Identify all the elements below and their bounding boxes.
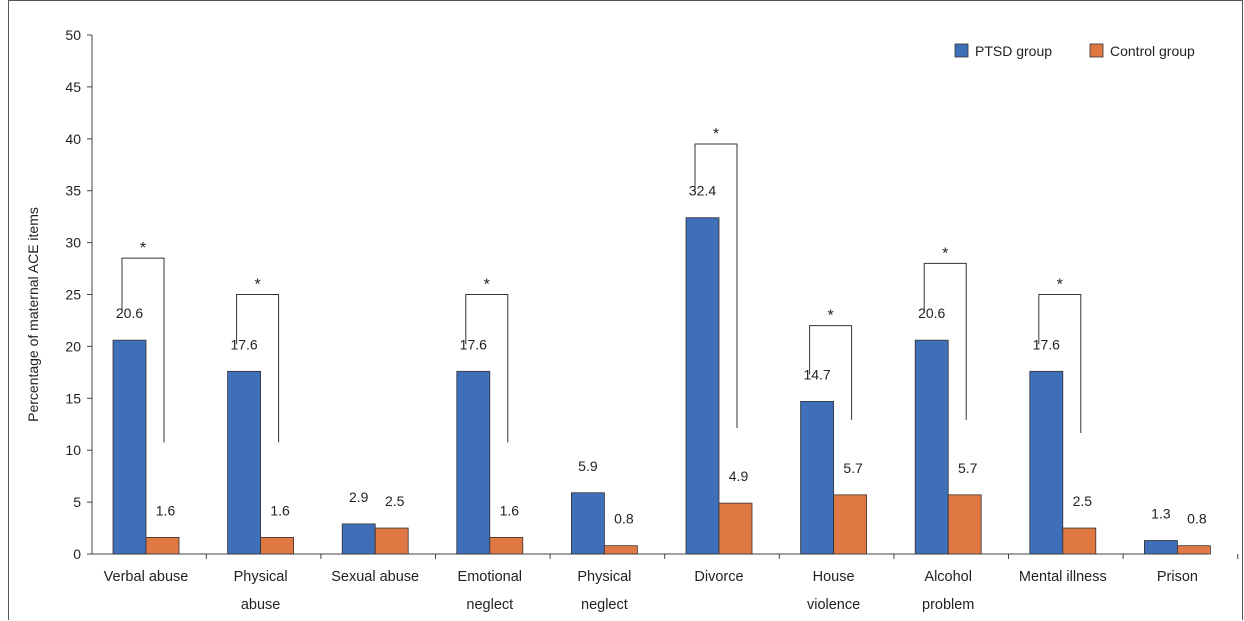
value-label-control-0: 1.6 xyxy=(156,502,176,518)
category-label-8: Mental illness xyxy=(1019,569,1107,585)
y-tick-label: 35 xyxy=(65,183,81,199)
category-label-4: Physical xyxy=(577,569,631,585)
bar-control-1 xyxy=(260,536,295,555)
bar-control-7 xyxy=(947,494,982,555)
y-axis-title: Percentage of maternal ACE items xyxy=(25,207,41,422)
bar-control-5 xyxy=(718,502,753,555)
y-tick-label: 50 xyxy=(65,27,81,43)
value-label-ptsd-3: 17.6 xyxy=(460,336,487,352)
category-label-6: House xyxy=(813,569,855,585)
category-label-4: neglect xyxy=(581,597,628,613)
bar-control-3 xyxy=(489,536,524,555)
y-tick-label: 10 xyxy=(65,442,81,458)
y-tick-label: 30 xyxy=(65,235,81,251)
significance-star-0: * xyxy=(140,240,146,257)
significance-star-1: * xyxy=(254,277,260,294)
bar-ptsd-2 xyxy=(341,523,376,555)
value-label-ptsd-5: 32.4 xyxy=(689,183,716,199)
value-label-ptsd-4: 5.9 xyxy=(578,458,598,474)
bar-ptsd-4 xyxy=(571,492,605,555)
value-label-control-5: 4.9 xyxy=(729,468,749,484)
category-label-2: Sexual abuse xyxy=(331,569,419,585)
legend-label-0: PTSD group xyxy=(975,43,1052,59)
bar-ptsd-0 xyxy=(112,339,147,555)
bar-ptsd-5 xyxy=(685,217,720,555)
category-label-7: problem xyxy=(922,597,974,613)
significance-bracket-3 xyxy=(465,294,509,443)
bar-control-6 xyxy=(833,494,867,555)
bar-ptsd-9 xyxy=(1144,540,1178,555)
bar-control-9 xyxy=(1177,545,1211,555)
category-label-1: abuse xyxy=(241,597,281,613)
category-label-6: violence xyxy=(807,597,860,613)
bar-control-2 xyxy=(374,527,409,555)
significance-star-7: * xyxy=(942,245,948,262)
bar-ptsd-7 xyxy=(914,339,949,555)
significance-star-6: * xyxy=(827,308,833,325)
bar-ptsd-6 xyxy=(800,401,834,555)
value-label-ptsd-6: 14.7 xyxy=(803,366,830,382)
significance-star-8: * xyxy=(1057,277,1063,294)
category-label-5: Divorce xyxy=(694,569,743,585)
figure-frame xyxy=(8,0,1243,620)
category-label-1: Physical xyxy=(234,569,288,585)
category-label-7: Alcohol xyxy=(924,569,972,585)
value-label-control-7: 5.7 xyxy=(958,460,978,476)
value-label-control-3: 1.6 xyxy=(500,502,520,518)
value-label-control-4: 0.8 xyxy=(614,511,634,527)
value-label-ptsd-0: 20.6 xyxy=(116,305,143,321)
significance-bracket-8 xyxy=(1038,294,1082,434)
bar-ptsd-3 xyxy=(456,370,491,555)
significance-star-3: * xyxy=(484,277,490,294)
bar-ptsd-8 xyxy=(1029,370,1064,555)
bar-ptsd-1 xyxy=(227,370,262,555)
y-tick-label: 45 xyxy=(65,79,81,95)
value-label-ptsd-2: 2.9 xyxy=(349,489,369,505)
y-tick-label: 0 xyxy=(73,546,81,562)
significance-star-5: * xyxy=(713,126,719,143)
value-label-control-6: 5.7 xyxy=(843,460,863,476)
significance-bracket-6 xyxy=(809,325,853,420)
category-label-3: neglect xyxy=(466,597,513,613)
y-tick-label: 20 xyxy=(65,338,81,354)
category-label-9: Prison xyxy=(1157,569,1198,585)
y-tick-label: 5 xyxy=(73,494,81,510)
y-tick-label: 15 xyxy=(65,390,81,406)
legend-label-1: Control group xyxy=(1110,43,1195,59)
category-label-0: Verbal abuse xyxy=(104,569,189,585)
bar-control-0 xyxy=(145,536,180,555)
value-label-control-1: 1.6 xyxy=(270,502,290,518)
value-label-ptsd-1: 17.6 xyxy=(230,336,257,352)
significance-bracket-5 xyxy=(694,143,738,429)
legend-swatch-0 xyxy=(954,43,969,58)
value-label-ptsd-7: 20.6 xyxy=(918,305,945,321)
significance-bracket-0 xyxy=(121,257,165,443)
bar-control-4 xyxy=(604,545,638,555)
category-label-3: Emotional xyxy=(458,569,522,585)
value-label-control-9: 0.8 xyxy=(1187,511,1207,527)
value-label-ptsd-9: 1.3 xyxy=(1151,506,1171,522)
value-label-ptsd-8: 17.6 xyxy=(1033,336,1060,352)
y-tick-label: 40 xyxy=(65,131,81,147)
value-label-control-8: 2.5 xyxy=(1073,493,1093,509)
significance-bracket-1 xyxy=(236,294,280,443)
bar-control-8 xyxy=(1062,527,1097,555)
y-tick-label: 25 xyxy=(65,287,81,303)
legend-swatch-1 xyxy=(1089,43,1104,58)
value-label-control-2: 2.5 xyxy=(385,493,405,509)
significance-bracket-7 xyxy=(923,262,967,420)
